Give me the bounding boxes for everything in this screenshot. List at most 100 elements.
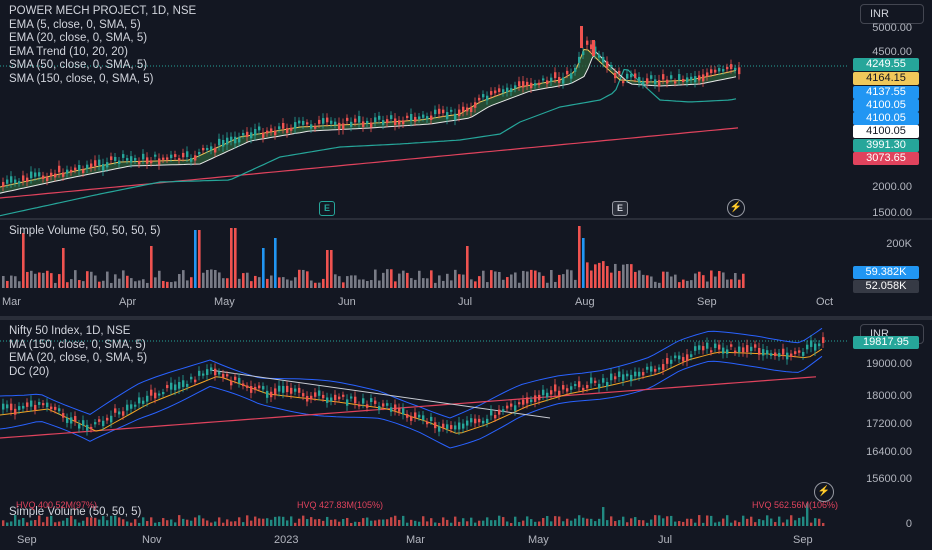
- top-price-chart[interactable]: [0, 0, 932, 218]
- candle: [750, 346, 753, 351]
- indicator-ema5[interactable]: EMA (5, close, 0, SMA, 5): [9, 18, 141, 31]
- volume-bar: [66, 517, 69, 526]
- indicator-ema20[interactable]: EMA (20, close, 0, SMA, 5): [9, 352, 148, 364]
- candle: [478, 97, 481, 101]
- volume-bar: [450, 522, 453, 526]
- volume-bar: [154, 277, 157, 288]
- indicator-ema-trend[interactable]: EMA Trend (10, 20, 20): [9, 45, 128, 58]
- donchian-lower: [0, 355, 823, 449]
- volume-bar: [198, 515, 201, 526]
- volume-bar: [494, 271, 497, 288]
- candle: [410, 113, 413, 121]
- volume-bar: [126, 275, 129, 288]
- volume-bar: [394, 281, 397, 288]
- volume-bar: [430, 270, 433, 288]
- candle: [22, 175, 25, 181]
- candle: [702, 346, 705, 351]
- candle: [574, 67, 577, 72]
- chart-separator[interactable]: [0, 316, 932, 320]
- volume-title[interactable]: Simple Volume (50, 50, 50, 5): [9, 225, 161, 237]
- volume-bar: [326, 250, 329, 288]
- volume-bar: [410, 278, 413, 288]
- volume-chart[interactable]: [0, 220, 932, 316]
- volume-bar: [134, 519, 137, 526]
- volume-bar: [346, 276, 349, 288]
- earnings-event-icon[interactable]: E: [612, 201, 628, 216]
- candle: [190, 376, 193, 380]
- top-currency-button[interactable]: INR: [860, 4, 924, 24]
- candle: [34, 172, 37, 177]
- volume-bar: [418, 521, 421, 526]
- candle: [254, 129, 257, 136]
- nifty-price-chart[interactable]: [0, 320, 932, 550]
- volume-bar: [42, 272, 45, 288]
- volume-bar: [122, 270, 125, 288]
- volume-pane[interactable]: Simple Volume (50, 50, 50, 5) 200K 59.38…: [0, 220, 932, 316]
- candle: [390, 115, 393, 120]
- pane-separator[interactable]: [0, 218, 932, 220]
- volume-bar: [298, 518, 301, 526]
- sma150-line: [0, 127, 739, 199]
- volume-bar: [810, 522, 813, 526]
- candle: [382, 403, 385, 407]
- volume-bar: [574, 279, 577, 288]
- candle: [162, 157, 165, 160]
- volume-bar: [434, 282, 437, 288]
- indicator-ema20[interactable]: EMA (20, close, 0, SMA, 5): [9, 32, 148, 44]
- nifty-volume-title[interactable]: Simple Volume (50, 50, 5): [9, 506, 142, 518]
- indicator-sma150[interactable]: SMA (150, close, 0, SMA, 5): [9, 72, 154, 85]
- candle: [58, 165, 61, 173]
- candle: [814, 343, 817, 351]
- top-price-pane[interactable]: POWER MECH PROJECT, 1D, NSE EMA (5, clos…: [0, 0, 932, 218]
- volume-bar: [610, 272, 613, 288]
- indicator-ma150[interactable]: MA (150, close, 0, SMA, 5): [9, 338, 146, 351]
- candle: [110, 156, 113, 161]
- price-badge: 4100.05: [853, 112, 919, 125]
- indicator-sma50[interactable]: SMA (50, close, 0, SMA, 5): [9, 59, 148, 71]
- candle: [358, 404, 361, 407]
- candle: [326, 397, 329, 403]
- volume-bar: [90, 271, 93, 288]
- volume-bar: [650, 276, 653, 288]
- nifty-pane[interactable]: Nifty 50 Index, 1D, NSE MA (150, close, …: [0, 320, 932, 550]
- candle: [10, 403, 13, 411]
- volume-bar: [710, 270, 713, 288]
- candle: [294, 388, 297, 392]
- volume-bar: [274, 238, 277, 288]
- volume-bar: [758, 519, 761, 526]
- volume-bar: [730, 522, 733, 526]
- volume-bar: [470, 517, 473, 526]
- volume-legend: Simple Volume (50, 50, 50, 5): [9, 225, 161, 239]
- candle: [206, 147, 209, 151]
- volume-bar: [614, 263, 617, 288]
- candle: [434, 422, 437, 429]
- volume-bar: [390, 269, 393, 288]
- nifty-legend: Nifty 50 Index, 1D, NSE MA (150, close, …: [9, 325, 147, 379]
- candle: [450, 109, 453, 112]
- volume-bar: [138, 522, 141, 526]
- volume-bar: [270, 519, 273, 526]
- dividend-lightning-icon[interactable]: ⚡: [727, 199, 745, 217]
- earnings-event-icon[interactable]: E: [319, 201, 335, 216]
- volume-bar: [518, 282, 521, 288]
- volume-bar: [34, 520, 37, 526]
- candle: [102, 164, 105, 171]
- volume-bar: [94, 517, 97, 526]
- candle: [78, 164, 81, 171]
- dividend-lightning-icon[interactable]: ⚡: [814, 482, 834, 502]
- volume-bar: [398, 273, 401, 288]
- candle: [30, 400, 33, 407]
- volume-bar: [334, 274, 337, 288]
- volume-bar: [310, 280, 313, 288]
- volume-bar: [774, 522, 777, 526]
- top-symbol-title[interactable]: POWER MECH PROJECT, 1D, NSE: [9, 5, 197, 17]
- volume-bar: [634, 271, 637, 288]
- candle: [422, 415, 425, 420]
- nifty-symbol-title[interactable]: Nifty 50 Index, 1D, NSE: [9, 325, 131, 337]
- volume-bar: [106, 520, 109, 526]
- indicator-dc20[interactable]: DC (20): [9, 365, 50, 378]
- volume-bar: [146, 521, 149, 526]
- candle: [598, 54, 601, 58]
- candle: [82, 420, 85, 426]
- volume-bar: [110, 282, 113, 288]
